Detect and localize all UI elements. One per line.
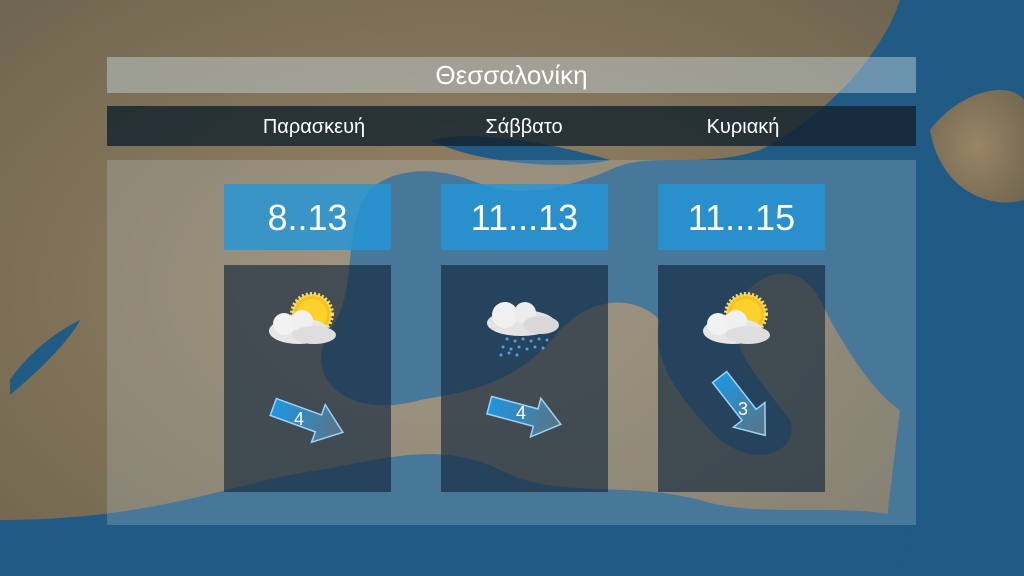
- sun-behind-cloud-icon: [269, 292, 336, 344]
- wind-speed-sunday: 3: [738, 399, 749, 419]
- forecast-card-friday: 4: [224, 265, 391, 492]
- day-label-saturday: Σάββατο: [485, 116, 563, 138]
- wind-speed-saturday: 4: [516, 403, 527, 423]
- temp-range-saturday: 11...13: [441, 184, 608, 250]
- forecast-card-saturday: 4: [441, 265, 608, 492]
- days-header: Παρασκευή Σάββατο Κυριακή: [107, 106, 916, 146]
- forecast-card-sunday: 3: [658, 265, 825, 492]
- rain-cloud-icon: [487, 302, 559, 357]
- city-title: Θεσσαλονίκη: [107, 57, 916, 93]
- sun-behind-cloud-icon: [703, 292, 770, 344]
- wind-arrow-icon: [711, 370, 766, 437]
- day-label-sunday: Κυριακή: [706, 116, 780, 138]
- temp-range-sunday: 11...15: [658, 184, 825, 250]
- wind-arrow-icon: [269, 397, 344, 444]
- wind-arrow-icon: [486, 395, 562, 439]
- day-label-friday: Παρασκευή: [262, 116, 366, 138]
- temp-range-friday: 8..13: [224, 184, 391, 250]
- wind-speed-friday: 4: [294, 409, 305, 429]
